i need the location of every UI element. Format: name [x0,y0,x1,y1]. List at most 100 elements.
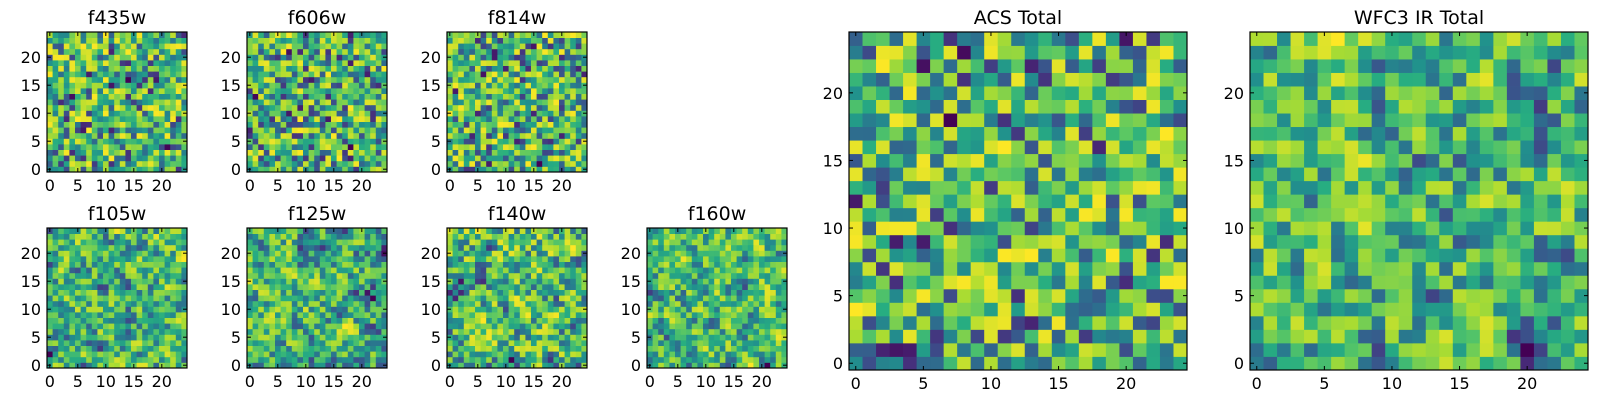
heatmap-cell [1024,275,1039,290]
heatmap-cell [325,144,332,150]
heatmap-cell [997,261,1012,276]
heatmap-cell [269,127,276,134]
heatmap-cell [125,272,132,279]
heatmap-cell [353,306,360,313]
heatmap-cell [759,278,765,285]
heatmap-cell [508,272,515,279]
heatmap-cell [770,256,777,262]
heatmap-cell [486,132,493,139]
heatmap-cell [486,155,493,162]
heatmap-cell [719,261,726,268]
heatmap-cell [463,60,470,66]
heatmap-cell [1092,261,1107,276]
heatmap-cell [491,43,498,50]
heatmap-cell [97,228,104,234]
heatmap-cell [252,166,259,173]
heatmap-cell [286,317,293,324]
heatmap-cell [314,244,321,251]
heatmap-cell [463,71,470,78]
heatmap-cell [131,121,137,128]
heatmap-cell [108,60,115,66]
heatmap-cell [147,250,154,257]
heatmap-cell [559,149,565,156]
heatmap-cell [1159,180,1174,195]
heatmap-cell [370,239,377,246]
heatmap-cell [336,76,343,83]
heatmap-cell [1105,234,1120,249]
axes-frame [46,227,188,369]
heatmap-cell [770,284,777,290]
heatmap-cell [570,82,577,89]
heatmap-cell [564,317,571,324]
heatmap-cell [347,233,354,240]
heatmap-cell [469,272,476,279]
y-tick-label: 20 [21,244,41,263]
heatmap-cell [181,244,188,251]
heatmap-cell [903,194,917,209]
heatmap-cell [775,228,782,234]
heatmap-cell [652,267,659,274]
heatmap-cell [531,284,537,290]
heatmap-cell [680,244,687,251]
heatmap-cell [970,315,985,330]
heatmap-cell [542,32,549,38]
heatmap-cell [503,82,509,89]
heatmap-cell [943,194,958,209]
heatmap-cell [463,43,470,50]
heatmap-cell [903,342,917,357]
heatmap-cell [570,256,577,262]
heatmap-cell [452,328,459,335]
heatmap-cell [903,207,917,222]
heatmap-cell [247,88,253,94]
heatmap-cell [263,104,270,111]
heatmap-cell [286,166,293,173]
heatmap-cell [291,289,298,296]
heatmap-cell [170,37,177,44]
heatmap-cell [714,278,721,285]
heatmap-cell [69,93,76,100]
heatmap-cell [353,99,360,106]
heatmap-cell [353,110,360,117]
heatmap-cell [375,244,382,251]
heatmap-cell [497,60,504,66]
heatmap-cell [736,317,743,324]
heatmap-cell [547,289,554,296]
heatmap-cell [319,43,326,50]
heatmap-cell [1011,248,1026,263]
heatmap-cell [325,239,332,246]
heatmap-cell [175,43,182,50]
heatmap-cell [331,345,337,352]
heatmap-cell [119,155,126,162]
heatmap-cell [370,300,377,307]
heatmap-cell [480,233,487,240]
heatmap-cell [1051,342,1066,357]
heatmap-cell [153,160,160,167]
heatmap-cell [770,278,777,285]
heatmap-cell [1065,275,1080,290]
heatmap-cell [331,116,337,122]
heatmap-cell [708,306,715,313]
heatmap-cell [714,340,721,346]
heatmap-cell [86,250,93,257]
heatmap-cell [458,289,465,296]
heatmap-cell [862,153,877,168]
heatmap-cell [725,306,732,313]
heatmap-cell [542,278,549,285]
heatmap-cell [370,76,377,83]
heatmap-cell [347,144,354,150]
heatmap-cell [731,334,737,341]
heatmap-cell [325,345,332,352]
heatmap-cell [514,160,521,167]
heatmap-cell [291,250,298,257]
heatmap-cell [275,37,281,44]
heatmap-cell [508,88,515,94]
heatmap-cell [108,356,115,363]
heatmap-cell [164,340,171,346]
heatmap-cell [119,261,126,268]
heatmap-cell [86,351,93,358]
heatmap-cell [347,278,354,285]
heatmap-cell [319,233,326,240]
heatmap-cell [280,317,287,324]
heatmap-cell [725,272,732,279]
heatmap-cell [319,127,326,134]
